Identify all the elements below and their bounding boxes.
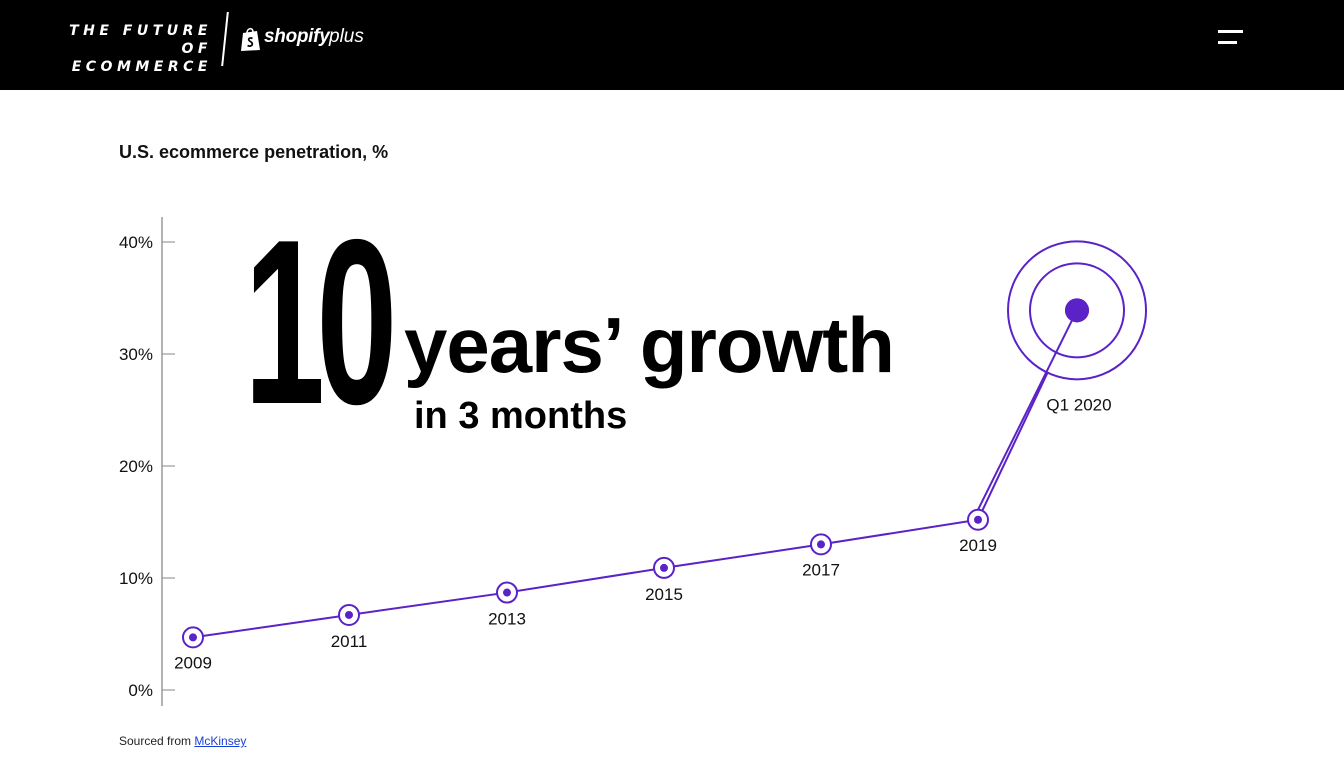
top-navigation-bar: THE FUTURE OF ECOMMERCE shopify plus <box>0 0 1344 90</box>
hamburger-icon <box>1218 30 1243 33</box>
data-point-label: 2009 <box>174 653 212 672</box>
data-point <box>189 633 197 642</box>
y-axis-tick-label: 10% <box>119 569 153 588</box>
data-point-label: 2019 <box>959 536 997 555</box>
y-axis-tick-label: 0% <box>128 681 153 700</box>
data-point-label: 2015 <box>645 585 683 604</box>
data-point <box>660 563 668 572</box>
brand-line-1: THE FUTURE <box>69 23 212 39</box>
shopify-wordmark: shopify <box>264 26 330 47</box>
chart-title: U.S. ecommerce penetration, % <box>119 142 389 162</box>
hamburger-icon-bar <box>1218 41 1237 44</box>
data-point <box>345 610 353 619</box>
data-point-label: 2011 <box>331 632 368 651</box>
data-point-label: 2013 <box>488 610 526 629</box>
headline-main: years’ growth <box>404 301 895 389</box>
data-point-label: Q1 2020 <box>1046 395 1111 414</box>
shopify-bag-icon <box>241 27 260 51</box>
data-point <box>503 588 511 597</box>
data-point <box>974 515 982 524</box>
headline-number: 10 <box>244 190 397 453</box>
brand-line-2: OF ECOMMERCE <box>71 41 212 75</box>
shopify-plus-suffix: plus <box>329 26 364 47</box>
source-link[interactable]: McKinsey <box>194 734 247 748</box>
menu-button[interactable] <box>1214 28 1246 48</box>
brand-logo[interactable]: THE FUTURE OF ECOMMERCE <box>40 22 212 76</box>
data-point-label: 2017 <box>802 560 840 579</box>
headline-sub: in 3 months <box>414 395 628 437</box>
y-axis-tick-label: 40% <box>119 233 153 252</box>
source-prefix: Sourced from <box>119 734 192 748</box>
y-axis-tick-label: 30% <box>119 345 153 364</box>
data-point <box>817 540 825 549</box>
source-note: Sourced from McKinsey <box>119 734 246 748</box>
highlight-point <box>1065 298 1089 323</box>
y-axis-tick-label: 20% <box>119 457 153 476</box>
highlight-connector <box>977 309 1078 511</box>
